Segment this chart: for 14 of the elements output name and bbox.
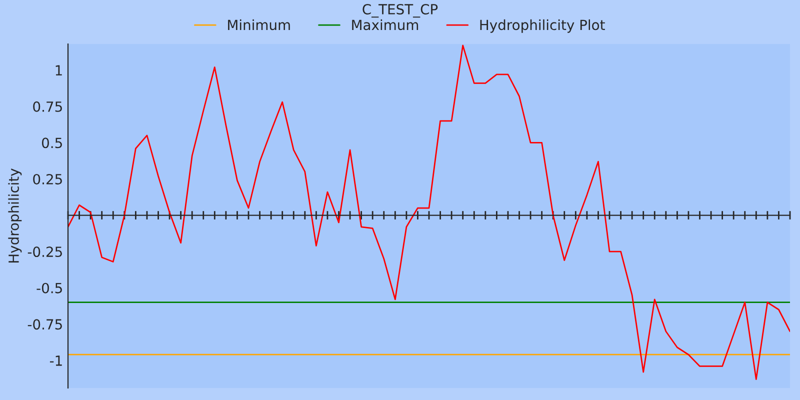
y-tick-label: -0.25: [28, 246, 62, 258]
y-tick-label: -1: [50, 356, 62, 366]
legend-label: Hydrophilicity Plot: [480, 19, 605, 33]
y-tick-label: 0.25: [33, 174, 62, 184]
y-tick-label: 0.75: [33, 101, 62, 112]
y-axis-title: Hydrophilicity: [8, 168, 22, 263]
y-tick-label: 1: [56, 65, 62, 76]
y-tick-label: 0.5: [42, 138, 62, 148]
y-tick-label: -0.75: [28, 319, 62, 330]
y-tick-label: -0.5: [36, 282, 62, 294]
line-series: [68, 44, 790, 380]
legend-label: Minimum: [228, 19, 290, 30]
chart-title: C_TEST_CP: [362, 4, 438, 18]
legend-label: Maximum: [352, 19, 418, 30]
